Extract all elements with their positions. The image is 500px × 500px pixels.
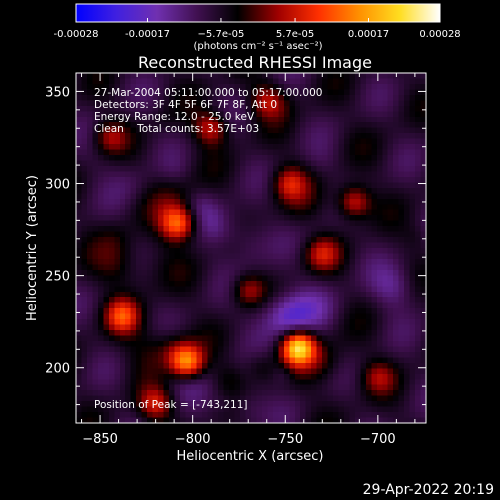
heatmap-area — [76, 73, 426, 423]
y-tick-label: 350 — [45, 85, 70, 100]
plot-frame — [75, 72, 427, 424]
info-text-block: 27-Mar-2004 05:11:00.000 to 05:17:00.000… — [94, 87, 322, 135]
info-line-detectors: Detectors: 3F 4F 5F 6F 7F 8F, Att 0 — [94, 99, 277, 111]
chart-title: Reconstructed RHESSI Image — [138, 53, 372, 72]
colorbar-tick-label: −5.7e-05 — [198, 29, 245, 40]
y-tick-label: 300 — [45, 178, 70, 193]
x-tick-label: −850 — [82, 432, 118, 447]
x-tick-label: −800 — [175, 432, 211, 447]
colorbar-tick-label: 5.7e-05 — [276, 29, 314, 40]
heatmap-image — [76, 73, 426, 423]
footer-date: 29-Apr-2022 20:19 — [363, 482, 494, 498]
x-tick-label: −750 — [267, 432, 303, 447]
info-line-time: 27-Mar-2004 05:11:00.000 to 05:17:00.000 — [94, 87, 322, 99]
x-tick-label: −700 — [360, 432, 396, 447]
y-axis-label: Heliocentric Y (arcsec) — [25, 175, 40, 321]
colorbar-tick-label: -0.00017 — [125, 29, 170, 40]
info-line-energy: Energy Range: 12.0 - 25.0 keV — [94, 111, 255, 123]
colorbar-ticks: -0.00028 -0.00017 −5.7e-05 5.7e-05 0.00017 0.… — [54, 18, 461, 40]
colorbar — [75, 3, 441, 23]
axes: −850 −800 −750 −700 200 250 300 350 — [45, 72, 426, 447]
colorbar-tick-label: 0.00017 — [348, 29, 389, 40]
peak-position-label: Position of Peak = [-743,211] — [94, 399, 248, 411]
info-line-clean: Clean Total counts: 3.57E+03 — [94, 123, 259, 135]
y-tick-label: 200 — [45, 362, 70, 377]
colorbar-units: (photons cm⁻² s⁻¹ asec⁻²) — [193, 41, 322, 52]
y-tick-label: 250 — [45, 270, 70, 285]
colorbar-tick-label: -0.00028 — [54, 29, 99, 40]
colorbar-tick-label: 0.00028 — [419, 29, 460, 40]
x-axis-label: Heliocentric X (arcsec) — [177, 449, 324, 464]
